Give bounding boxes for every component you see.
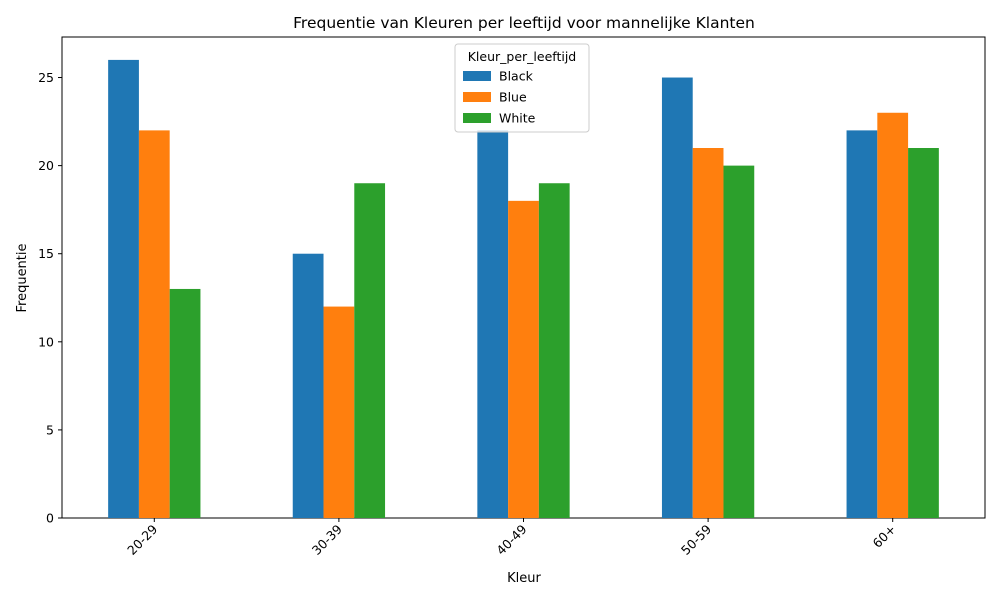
bars	[108, 59, 939, 519]
x-tick-label: 60+	[870, 522, 899, 551]
legend-swatch-blue	[463, 92, 491, 102]
bar-white-50-59	[723, 165, 755, 518]
bar-blue-50-59	[692, 148, 724, 518]
bar-white-40-49	[538, 183, 570, 518]
bar-blue-40-49	[508, 200, 539, 518]
x-tick-label: 50-59	[678, 521, 714, 557]
bar-white-60+	[908, 148, 939, 518]
legend-box	[454, 43, 590, 133]
y-tick-label: 20	[38, 158, 54, 173]
bar-blue-60+	[877, 112, 909, 518]
y-tick-label: 5	[46, 422, 54, 437]
y-tick-label: 25	[38, 70, 54, 85]
x-axis: 20-29 30-39 40-49 50-59 60+	[124, 518, 899, 558]
bar-white-30-39	[354, 183, 386, 518]
bar-blue-20-29	[138, 130, 170, 518]
chart-title: Frequentie van Kleuren per leeftijd voor…	[293, 14, 755, 32]
legend-swatch-black	[463, 71, 491, 81]
bar-black-20-29	[108, 59, 139, 519]
x-tick-label: 30-39	[309, 521, 345, 557]
y-tick-label: 0	[46, 511, 54, 526]
bar-white-20-29	[169, 288, 201, 518]
y-tick-label: 15	[38, 246, 54, 261]
legend-swatch-white	[463, 113, 491, 123]
x-tick-label: 20-29	[124, 521, 160, 557]
bar-black-60+	[846, 130, 878, 518]
bar-black-30-39	[292, 253, 324, 518]
y-tick-label: 10	[38, 334, 54, 349]
legend-items: Black Blue White	[463, 69, 536, 126]
legend-label-blue: Blue	[499, 90, 527, 105]
legend-label-black: Black	[499, 69, 534, 84]
bar-black-40-49	[477, 130, 509, 518]
bar-blue-30-39	[323, 306, 355, 518]
y-axis-label: Frequentie	[15, 243, 30, 312]
x-tick-label: 40-49	[493, 521, 529, 557]
legend-label-white: White	[499, 111, 536, 126]
legend-title: Kleur_per_leeftijd	[468, 49, 577, 64]
legend: Kleur_per_leeftijd Black Blue White	[454, 43, 590, 133]
x-axis-label: Kleur	[507, 571, 541, 586]
y-axis: 0 5 10 15 20 25	[38, 70, 62, 526]
bar-black-50-59	[661, 77, 693, 519]
